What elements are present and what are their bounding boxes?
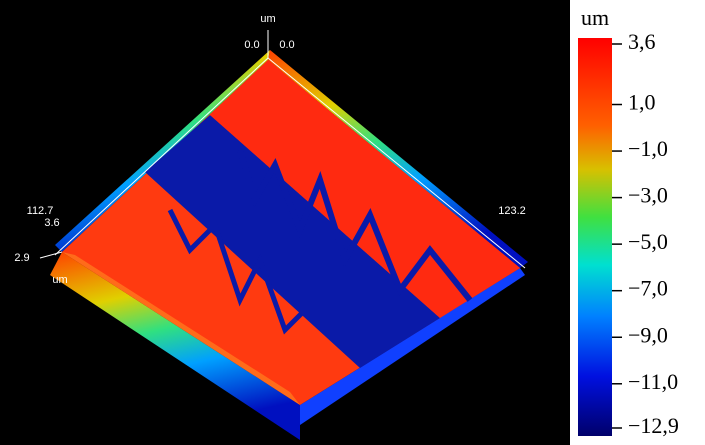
axis-label: 112.7	[27, 205, 54, 217]
axis-label: 3.6	[44, 217, 59, 229]
colorbar-tick-label: −3,0	[628, 183, 668, 208]
axis-unit: um	[52, 274, 67, 286]
axis-label: 0.0	[244, 39, 259, 51]
colorbar-tick-label: −1,0	[628, 136, 668, 161]
colorbar-tick-label: −12,9	[628, 413, 679, 438]
axis-unit: um	[260, 13, 275, 25]
colorbar-tick-label: 1,0	[628, 90, 656, 115]
colorbar-tick-label: −11,0	[628, 369, 678, 394]
colorbar	[578, 38, 612, 436]
colorbar-tick-label: 3,6	[628, 29, 656, 54]
colorbar-title: um	[581, 5, 609, 30]
axis-label: 123.2	[498, 205, 526, 217]
axis-label: 2.9	[14, 252, 29, 264]
page: um 0.0 0.0 112.7 3.6 123.2 2.9 um um 3,6…	[0, 0, 705, 445]
colorbar-tick-label: −5,0	[628, 229, 668, 254]
colorbar-tick-label: −9,0	[628, 322, 668, 347]
axis-label: 0.0	[279, 39, 294, 51]
colorbar-tick-label: −7,0	[628, 276, 668, 301]
